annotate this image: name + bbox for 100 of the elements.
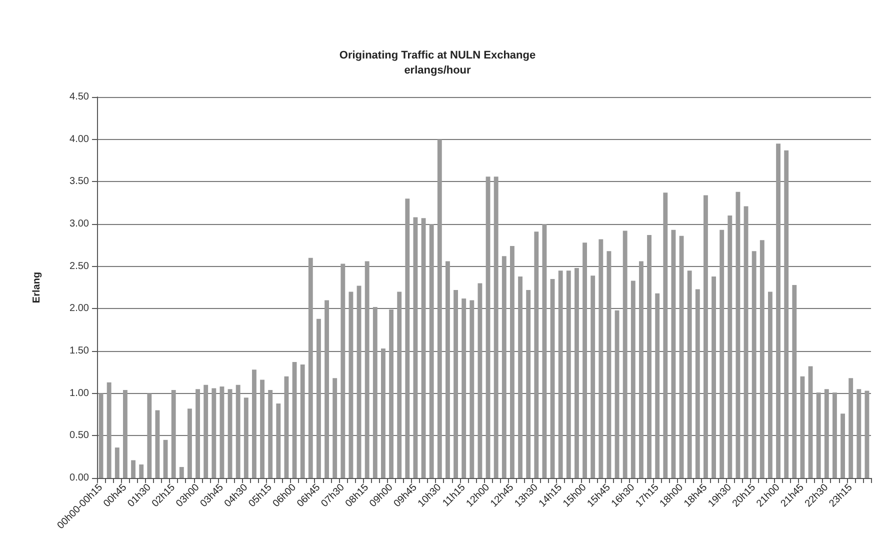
bar: [792, 284, 797, 478]
y-tick-label: 0.50: [70, 430, 90, 442]
bar: [454, 290, 458, 478]
bar: [574, 268, 579, 478]
bar: [131, 460, 136, 478]
bar: [663, 192, 668, 478]
bar: [364, 261, 370, 478]
y-tick-label: 4.00: [70, 134, 90, 145]
bar: [582, 242, 587, 478]
bar: [752, 251, 756, 478]
bar: [123, 390, 128, 478]
bar: [220, 386, 224, 478]
bar: [510, 246, 514, 478]
chart-subtitle: erlangs/hour: [404, 64, 472, 76]
y-tick-label: 0.00: [70, 472, 90, 484]
bar: [760, 240, 764, 478]
bar: [606, 251, 612, 478]
bar: [308, 258, 313, 478]
bar: [204, 384, 208, 478]
bar: [800, 376, 805, 478]
bar: [324, 300, 329, 478]
bar: [348, 292, 354, 478]
bar: [462, 298, 466, 478]
bar: [252, 370, 256, 478]
bar: [163, 440, 168, 478]
bar: [590, 276, 596, 478]
bar: [114, 448, 120, 478]
bar: [276, 403, 281, 478]
bar: [470, 300, 474, 478]
bar: [268, 390, 273, 478]
bar: [534, 232, 539, 478]
bar: [720, 230, 724, 478]
bar: [526, 290, 531, 478]
bar: [284, 376, 289, 478]
bar: [155, 410, 160, 478]
bar: [744, 206, 748, 478]
bar: [292, 362, 297, 478]
bar: [614, 310, 620, 478]
bar: [171, 390, 176, 478]
bar: [179, 466, 184, 478]
bar: [566, 270, 571, 478]
bar: [300, 364, 305, 478]
bar: [372, 306, 378, 478]
bar: [212, 388, 216, 478]
bar: [188, 408, 192, 478]
bar: [864, 390, 870, 478]
bar: [695, 289, 700, 478]
y-tick-label: 3.00: [70, 218, 90, 230]
bar: [429, 224, 434, 478]
bar: [622, 230, 628, 478]
bar: [639, 261, 644, 478]
y-tick-label: 3.50: [70, 176, 90, 188]
bar: [106, 382, 112, 478]
bar: [816, 392, 821, 478]
bar: [446, 261, 450, 478]
bar: [768, 292, 772, 478]
y-tick-label: 1.00: [70, 388, 90, 399]
bar: [244, 398, 248, 478]
bar: [139, 464, 144, 478]
bar: [712, 276, 716, 478]
bar: [437, 139, 442, 478]
bar: [518, 276, 522, 478]
bar: [558, 270, 563, 478]
bar: [630, 280, 636, 478]
bar: [784, 150, 789, 478]
bar: [550, 279, 555, 478]
y-tick-label: 2.00: [70, 303, 90, 314]
bar: [808, 366, 813, 478]
bar: [356, 286, 362, 478]
y-tick-label: 4.50: [70, 92, 90, 102]
bar: [147, 393, 152, 478]
bar: [679, 236, 684, 478]
bar: [478, 283, 482, 478]
bar: [687, 270, 692, 478]
bar: [598, 239, 604, 478]
bar: [704, 195, 708, 478]
bar: [236, 384, 240, 478]
bar: [98, 393, 104, 478]
bar: [736, 192, 740, 478]
bar: [316, 318, 321, 478]
bar: [848, 378, 854, 478]
bar: [397, 292, 402, 478]
bar: [655, 293, 660, 478]
bar: [405, 198, 410, 478]
chart-title: Originating Traffic at NULN Exchange: [339, 50, 536, 62]
bar: [502, 256, 506, 478]
bar: [776, 144, 780, 478]
bar: [381, 348, 386, 478]
bar: [389, 310, 394, 478]
bar: [260, 380, 264, 478]
bar: [671, 230, 676, 478]
bar: [332, 378, 338, 478]
bar: [494, 176, 498, 478]
bar: [228, 389, 232, 478]
bar: [421, 218, 426, 478]
bar: [196, 389, 200, 478]
bar: [856, 389, 862, 478]
bar: [542, 224, 547, 478]
bar: [486, 176, 490, 478]
bar: [728, 216, 732, 478]
